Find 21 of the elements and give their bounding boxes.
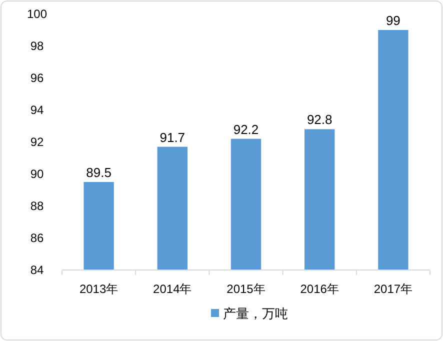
y-tick-label: 88 — [30, 199, 44, 213]
y-tick-label: 92 — [30, 135, 44, 149]
x-tick-label: 2015年 — [226, 282, 266, 296]
x-tick-label: 2013年 — [79, 282, 118, 296]
legend: 产量，万吨 — [211, 306, 288, 321]
data-label: 99 — [386, 13, 400, 28]
y-tick-label: 94 — [30, 103, 44, 117]
y-tick-label: 86 — [30, 231, 44, 245]
data-label: 92.8 — [306, 112, 332, 128]
data-label: 92.2 — [233, 122, 259, 137]
y-tick-label: 100 — [26, 7, 48, 21]
legend-label: 产量，万吨 — [223, 306, 288, 321]
y-tick-label: 84 — [30, 263, 44, 277]
y-tick-label: 98 — [30, 39, 44, 53]
y-tick-label: 96 — [30, 71, 44, 85]
data-label: 91.7 — [160, 130, 186, 145]
data-label: 89.5 — [86, 165, 112, 180]
x-tick-label: 2016年 — [300, 282, 339, 296]
y-tick-label: 90 — [30, 167, 44, 181]
x-tick-label: 2017年 — [374, 282, 413, 296]
x-tick-label: 2014年 — [153, 282, 192, 296]
